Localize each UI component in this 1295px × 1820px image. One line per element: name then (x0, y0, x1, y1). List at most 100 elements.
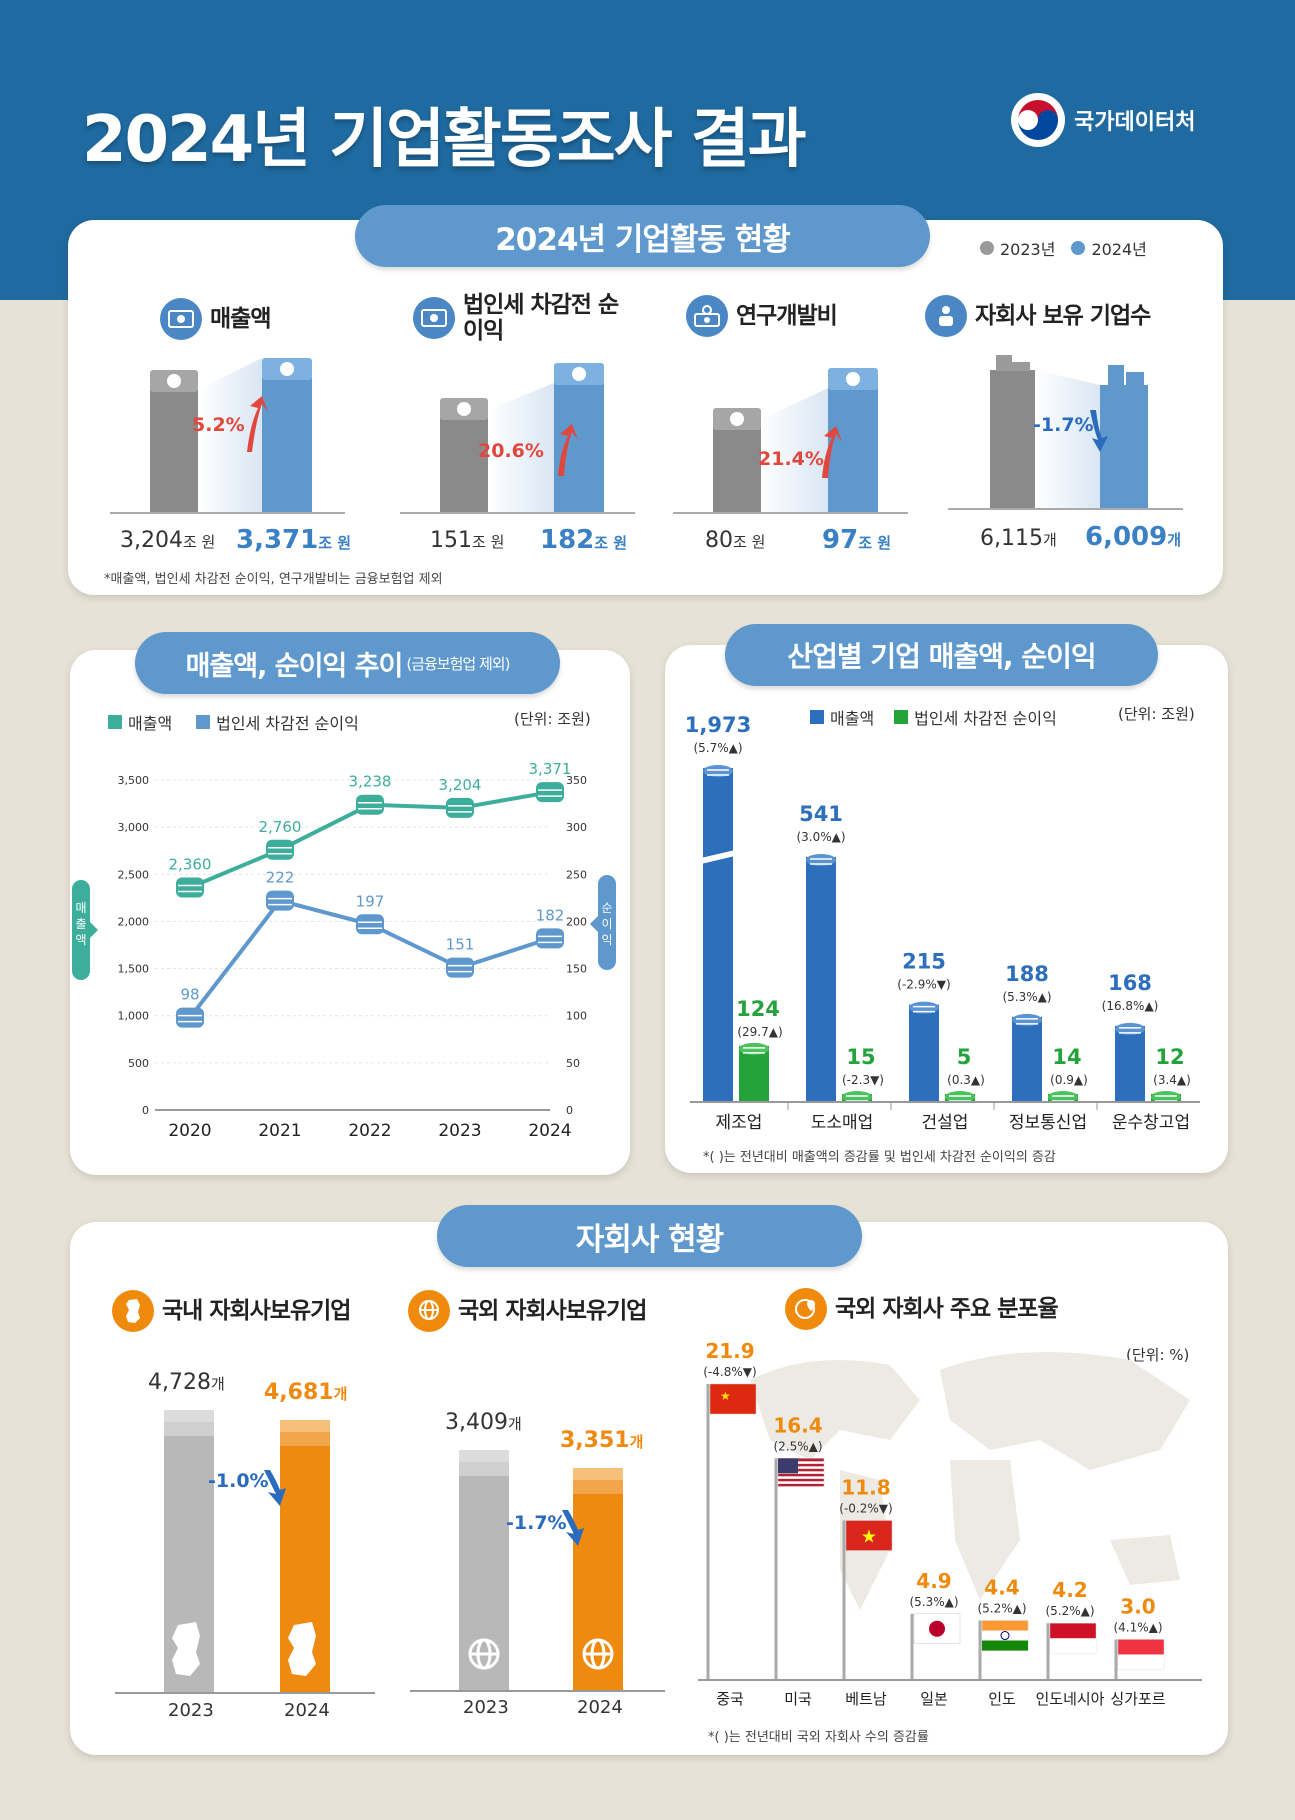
profit-point (266, 890, 294, 911)
industry-profit-change: (29.7▲) (737, 1025, 782, 1039)
foreign-2023-value: 3,409개 (445, 1410, 522, 1435)
sales-2023-value: 3,204조 원 (120, 528, 216, 553)
left-tick-label: 1,000 (118, 1010, 150, 1023)
rnd-title: 연구개발비 (736, 302, 838, 329)
subsidiary-2023-value: 6,115개 (980, 526, 1057, 551)
sales-2024-bar (262, 378, 312, 512)
legend-2023-label: 2023년 (1000, 240, 1056, 259)
agency-name: 국가데이터처 (1074, 110, 1196, 135)
x-tick-label: 2021 (258, 1121, 301, 1140)
industry-profit-label: 15 (846, 1045, 875, 1069)
left-tick-label: 0 (142, 1104, 149, 1117)
foreign-bar-group (410, 1450, 665, 1692)
sales-2024-value: 3,371조 원 (236, 525, 352, 555)
industry-sales-label: 1,973 (685, 713, 751, 737)
right-tick-label: 200 (566, 915, 587, 928)
rnd-change: 21.4% (758, 448, 824, 470)
sales-change: 5.2% (192, 414, 245, 436)
arrow-up-icon (558, 424, 578, 476)
industry-profit-label: 12 (1155, 1045, 1184, 1069)
summary-bars (110, 355, 1183, 514)
country-name-label: 미국 (784, 1690, 812, 1708)
industry-category-label: 운수창고업 (1112, 1113, 1190, 1133)
country-value-label: 4.2 (1052, 1578, 1087, 1602)
sales-data-label: 2,760 (259, 818, 302, 836)
profit-point (176, 1007, 204, 1028)
right-tick-label: 350 (566, 774, 587, 787)
industry-profit-label: 14 (1052, 1045, 1081, 1069)
distribution-note: *( )는 전년대비 국외 자회사 수의 증감률 (708, 1730, 929, 1745)
industry-sales-label: 188 (1005, 962, 1049, 986)
svg-text:★: ★ (861, 1527, 877, 1548)
industry-sales-bar (701, 765, 735, 1102)
domestic-year-2023: 2023 (168, 1700, 214, 1721)
summary-ribbon: 2024년 기업활동 현황 (355, 205, 930, 267)
sales-point (446, 797, 474, 818)
globe-people-icon (468, 1638, 614, 1670)
country-value-label: 11.8 (841, 1476, 890, 1500)
profit-change: 20.6% (478, 440, 544, 462)
page-title: 2024년 기업활동조사 결과 (82, 103, 807, 177)
legend-ind-sales-swatch (810, 710, 824, 724)
left-tick-label: 500 (128, 1057, 149, 1070)
globe-people-icon (408, 1290, 450, 1332)
domestic-bar-group (115, 1410, 375, 1694)
industry-category-label: 정보통신업 (1009, 1113, 1087, 1133)
profit-title: 법인세 차감전 순이익 (463, 292, 619, 345)
country-value-label: 21.9 (705, 1339, 754, 1363)
korea-map-icon (172, 1622, 200, 1676)
summary-legend: 2023년 2024년 (980, 236, 1147, 260)
legend-profit-label: 법인세 차감전 순이익 (216, 714, 359, 733)
profit-bar-group (400, 363, 635, 514)
industry-category-label: 제조업 (716, 1113, 763, 1133)
rnd-2024-bar (828, 388, 878, 512)
country-name-label: 일본 (920, 1690, 948, 1708)
industry-sales-bar (1115, 1022, 1145, 1102)
industry-profit-change: (-2.3▼) (842, 1073, 884, 1087)
sales-data-label: 3,238 (349, 773, 392, 791)
right-tick-label: 0 (566, 1104, 573, 1117)
svg-text:매: 매 (75, 901, 86, 915)
profit-point (356, 914, 384, 935)
country-flag-bar (1046, 1622, 1097, 1680)
taegeuk-logo-icon (1011, 93, 1065, 147)
sales-data-label: 3,204 (439, 776, 482, 794)
foreign-2024-value: 3,351개 (560, 1428, 644, 1453)
industry-sales-change: (5.3%▲) (1002, 990, 1051, 1004)
research-money-icon (686, 295, 728, 337)
industry-profit-bar (739, 1042, 769, 1102)
rnd-heading: 연구개발비 (686, 295, 838, 337)
country-change-label: (-4.8%▼) (703, 1365, 756, 1379)
arrow-up-icon (247, 396, 268, 452)
x-tick-label: 2020 (168, 1121, 211, 1140)
legend-2024-label: 2024년 (1091, 240, 1147, 259)
sales-title: 매출액 (210, 305, 271, 332)
country-change-label: (2.5%▲) (773, 1439, 822, 1453)
subsidiary-bar-group (948, 355, 1183, 510)
industry-profit-label: 5 (957, 1045, 972, 1069)
domestic-change: -1.0% (208, 1470, 269, 1492)
profit-point (446, 957, 474, 978)
industry-legend: 매출액 법인세 차감전 순이익 (810, 705, 1057, 729)
industry-sales-change: (3.0%▲) (796, 830, 845, 844)
country-change-label: (5.3%▲) (909, 1595, 958, 1609)
distribution-heading: 국외 자회사 주요 분포율 (785, 1288, 1059, 1330)
industry-sales-bar (909, 1001, 939, 1102)
industry-sales-change: (5.7%▲) (693, 741, 742, 755)
korea-map-icon (288, 1622, 316, 1676)
sales-data-label: 2,360 (169, 855, 212, 873)
left-tick-label: 3,000 (118, 821, 150, 834)
industry-unit: (단위: 조원) (1118, 705, 1195, 723)
profit-data-label: 182 (536, 906, 565, 924)
domestic-year-2024: 2024 (284, 1700, 330, 1721)
country-flag-bar (910, 1613, 961, 1680)
korea-map-icon (112, 1290, 154, 1332)
subsidiary-2024-value: 6,009개 (1085, 522, 1182, 552)
legend-ind-profit-swatch (894, 710, 909, 724)
sales-point (266, 839, 294, 860)
country-value-label: 16.4 (773, 1413, 822, 1437)
x-tick-label: 2023 (438, 1121, 481, 1140)
distribution-chart: ★ 21.9 (-4.8%▼) 중국 16.4 (2.5%▲) 미국 ★ 11.8 (-0.2%▼… (698, 1339, 1202, 1708)
foreign-year-2024: 2024 (577, 1697, 623, 1718)
arrow-up-icon (822, 426, 842, 478)
